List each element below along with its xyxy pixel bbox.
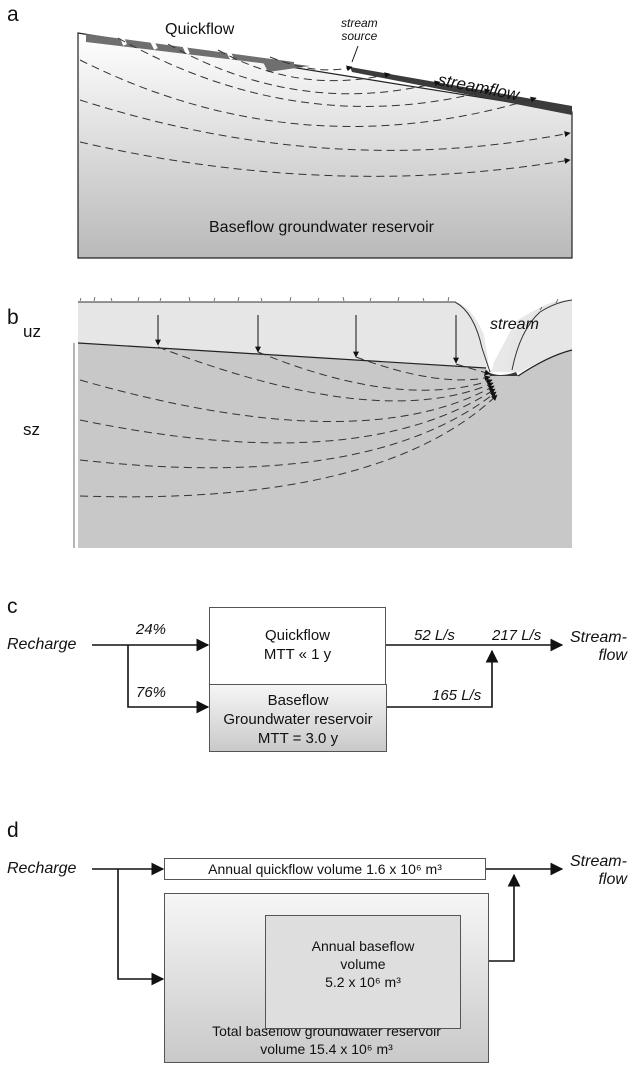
panel-c-arrows [92, 638, 564, 714]
annual-quickflow-box: Annual quickflow volume 1.6 x 10⁶ m³ [164, 858, 486, 880]
streamflow-output-c-line1: Stream- [570, 629, 627, 646]
streamflow-output-d-line1: Stream- [570, 853, 627, 870]
quickflow-rate: 52 L/s [414, 627, 455, 644]
quickflow-arrow [262, 60, 310, 72]
baseflow-box-subtitle: Groundwater reservoir [223, 711, 373, 728]
panel-d-letter: d [7, 819, 19, 842]
streamflow-output-c: Stream- flow [570, 629, 627, 665]
quickflow-percent: 24% [136, 621, 167, 638]
annual-baseflow-line3: 5.2 x 10⁶ m³ [325, 974, 401, 990]
annual-baseflow-line1: Annual baseflow [311, 938, 415, 954]
panel-b-cross-section [73, 296, 573, 548]
total-streamflow-rate: 217 L/s [492, 627, 542, 644]
stream-source-line2: source [341, 29, 378, 43]
panel-a-letter: a [7, 3, 19, 26]
annual-baseflow-line2: volume [340, 956, 386, 972]
streamflow-output-d-line2: flow [598, 871, 627, 888]
quickflow-label: Quickflow [165, 21, 235, 38]
baseflow-box-title: Baseflow [267, 692, 329, 709]
sz-label: sz [23, 420, 40, 439]
sz-flowlines [79, 346, 498, 498]
quickflow-box: Quickflow MTT « 1 y [209, 607, 386, 685]
panel-a-cross-section [77, 32, 573, 259]
stream-source-line1: stream [341, 16, 378, 30]
stream-channel [488, 372, 518, 376]
streamflow-output-d: Stream- flow [570, 853, 627, 889]
quickflow-box-title: Quickflow [264, 627, 331, 644]
annual-baseflow-box: Annual baseflow volume 5.2 x 10⁶ m³ [265, 915, 461, 1029]
quickflow-box-mtt: MTT « 1 y [263, 646, 332, 663]
panel-b-letter: b [7, 306, 19, 329]
reservoir-label: Baseflow groundwater reservoir [209, 219, 434, 236]
baseflow-percent: 76% [136, 684, 167, 701]
recharge-label-c: Recharge [7, 636, 77, 653]
total-reservoir-line2: volume 15.4 x 10⁶ m³ [260, 1041, 393, 1057]
panel-c-letter: c [7, 595, 18, 618]
recharge-arrows [155, 315, 459, 364]
recharge-label-d: Recharge [7, 860, 77, 877]
streamflow-output-c-line2: flow [598, 647, 627, 664]
baseflow-box: Baseflow Groundwater reservoir MTT = 3.0… [209, 684, 387, 752]
uz-label: uz [23, 322, 41, 341]
quickflow-overland-strip [86, 34, 294, 67]
stream-source-label: stream source [341, 17, 378, 43]
baseflow-rate: 165 L/s [432, 687, 482, 704]
baseflow-box-mtt: MTT = 3.0 y [257, 730, 339, 747]
groundwater-flowlines [79, 37, 571, 177]
stream-label: stream [490, 316, 539, 333]
streamflow-band [350, 67, 572, 115]
